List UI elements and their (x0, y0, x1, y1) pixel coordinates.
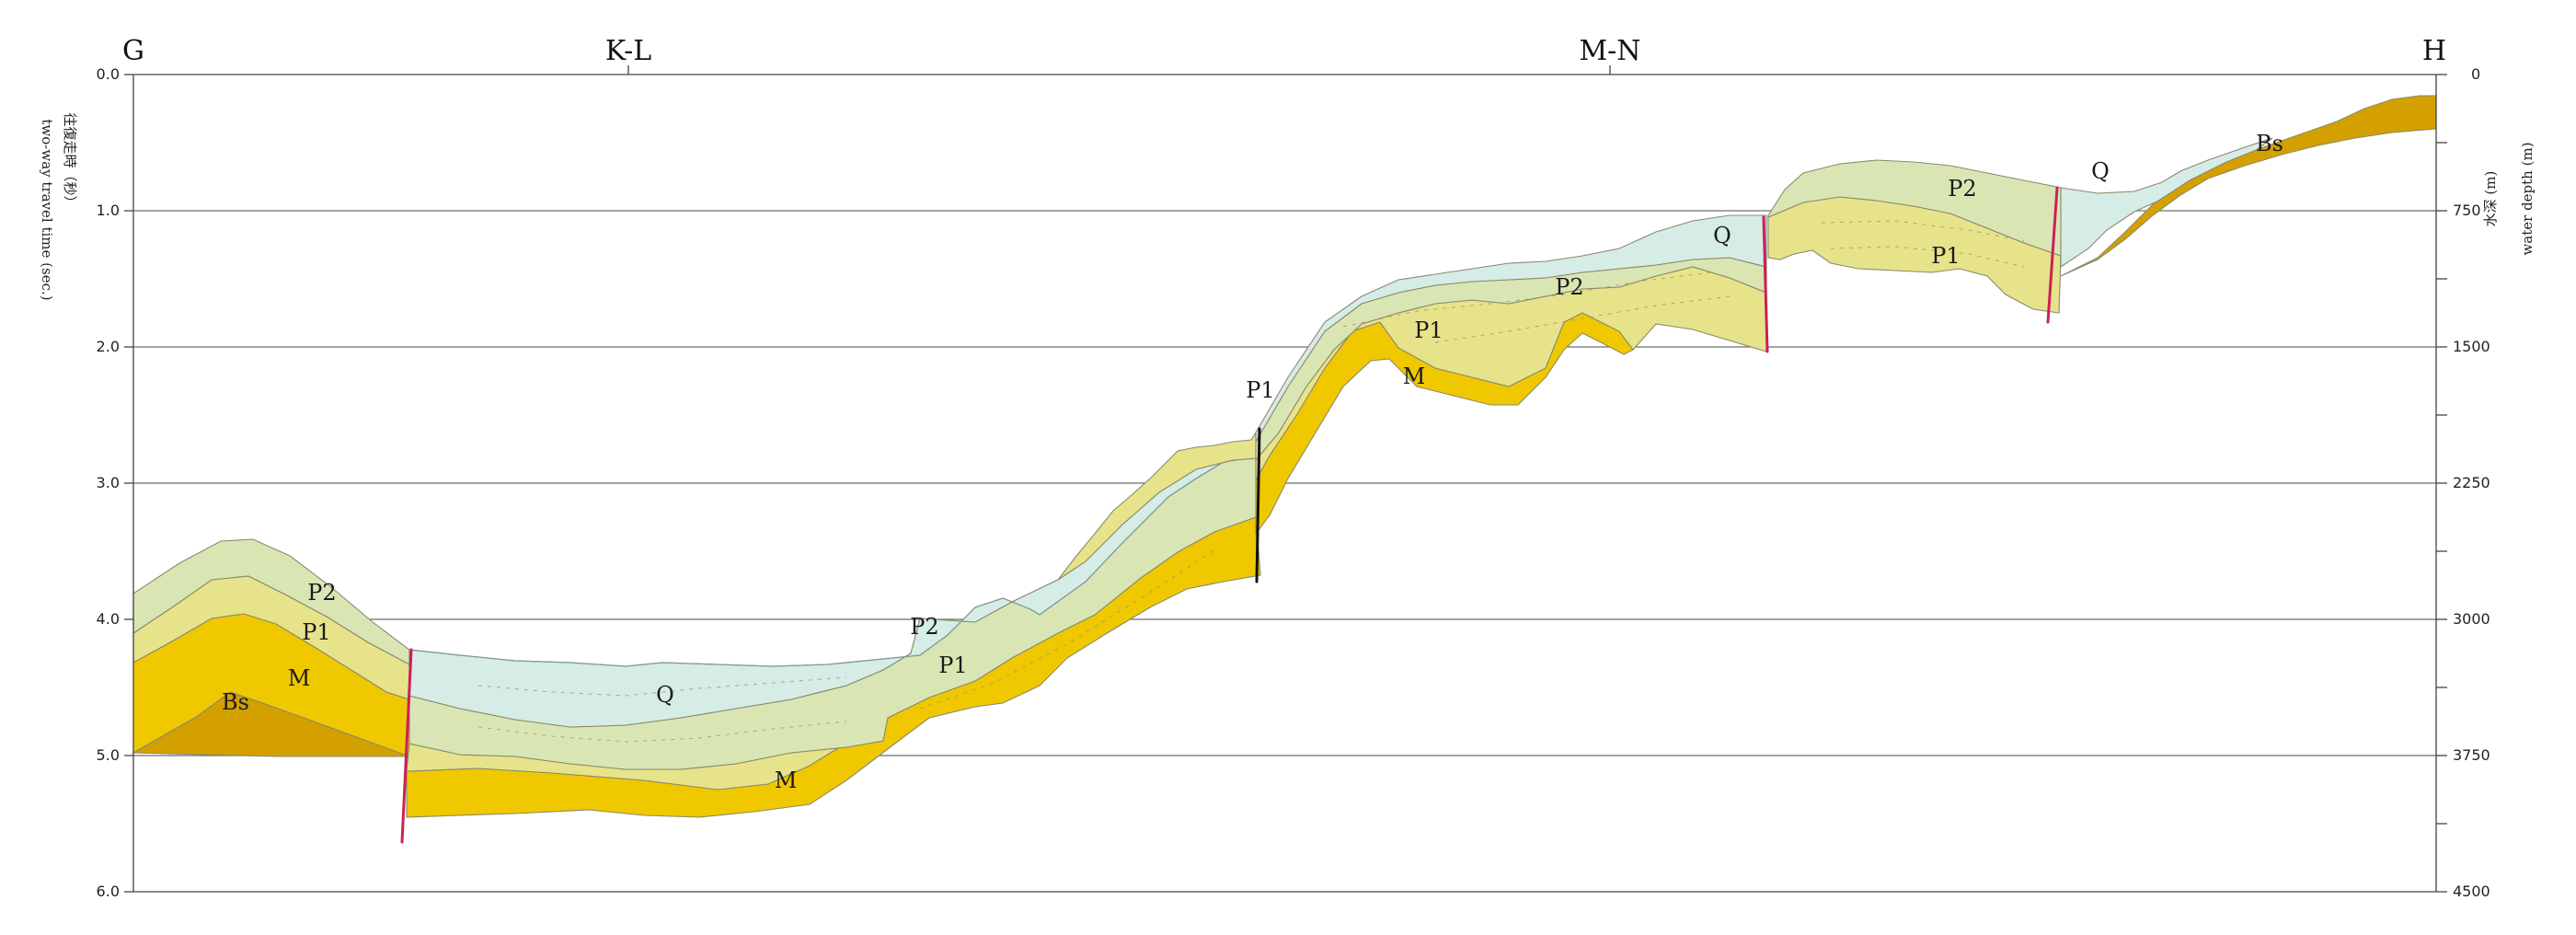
layer-labels: P2 P1 M Bs Q M P2 P1 P1 P1 M P2 Q P2 P1 … (222, 131, 2283, 793)
station-label-h: H (2422, 35, 2446, 67)
left-tick-label: 3.0 (97, 474, 120, 491)
internal-reflectors (477, 220, 2025, 743)
left-tick-label: 1.0 (97, 202, 120, 219)
label-p2-high: P2 (1948, 176, 1976, 202)
label-bs-right: Bs (2256, 131, 2283, 156)
label-m-basin: M (775, 768, 798, 793)
right-axis-ticks (2436, 74, 2447, 893)
label-p1-slope: P1 (938, 652, 967, 678)
faults (400, 186, 2059, 844)
label-p2-terrace: P2 (1555, 274, 1583, 300)
right-tick-label: 750 (2453, 202, 2481, 219)
left-tick-label: 4.0 (97, 610, 120, 628)
fault-red-mid (1762, 215, 1769, 353)
terrace-layers (1057, 214, 1767, 581)
left-axis-labels: 0.0 1.0 2.0 3.0 4.0 5.0 6.0 (97, 65, 120, 900)
station-label-m-n: M-N (1579, 35, 1640, 67)
right-tick-label: 2250 (2453, 474, 2490, 491)
left-tick-label: 6.0 (97, 883, 120, 900)
label-p1-terrace: P1 (1414, 317, 1443, 343)
fault-red-right (2046, 186, 2059, 324)
station-label-k-l: K-L (605, 35, 651, 67)
label-m-terrace: M (1403, 364, 1426, 389)
high-terrace-layers (1767, 95, 2437, 314)
label-p1-left: P1 (302, 619, 330, 645)
right-axis-title-en: water depth (m) (2519, 142, 2536, 255)
left-block-layers (132, 538, 410, 757)
right-axis-title-jp: 水深 (m) (2482, 171, 2499, 227)
left-tick-label: 2.0 (97, 338, 120, 355)
label-bs-left: Bs (222, 689, 249, 715)
label-q-high: Q (2091, 158, 2110, 184)
right-tick-label: 3750 (2453, 746, 2490, 764)
label-p1-high: P1 (1931, 243, 1960, 269)
right-tick-label: 0 (2471, 65, 2480, 83)
label-q-basin: Q (656, 682, 674, 708)
q-layer-terrace (1255, 214, 1767, 444)
label-m-left: M (288, 665, 311, 691)
label-p2-slope: P2 (910, 614, 938, 640)
right-axis-labels: 0 750 1500 2250 3000 3750 4500 (2453, 65, 2490, 900)
q-top-basin (408, 456, 1257, 667)
label-p1-fault: P1 (1246, 377, 1274, 403)
bs-layer-right (2060, 95, 2437, 277)
right-tick-label: 3000 (2453, 610, 2490, 628)
label-p2-left: P2 (307, 580, 336, 606)
left-tick-label: 0.0 (97, 65, 120, 83)
label-q-terrace: Q (1713, 223, 1731, 248)
left-tick-label: 5.0 (97, 746, 120, 764)
fault-black (1255, 427, 1261, 583)
left-axis-ticks (124, 74, 133, 893)
right-tick-label: 4500 (2453, 883, 2490, 900)
fault-red-left (400, 648, 413, 844)
p1-layer-fault-slope (1057, 431, 1257, 581)
right-tick-label: 1500 (2453, 338, 2490, 355)
left-axis-title-jp: 往復走時（秒） (62, 112, 78, 209)
station-labels: G K-L M-N H (122, 35, 2446, 67)
basin-layers (406, 456, 1261, 818)
station-label-g: G (122, 35, 144, 67)
axis-titles: 往復走時（秒） two-way travel time (sec.) 水深 (m… (39, 112, 2536, 300)
left-axis-title-en: two-way travel time (sec.) (39, 119, 55, 300)
